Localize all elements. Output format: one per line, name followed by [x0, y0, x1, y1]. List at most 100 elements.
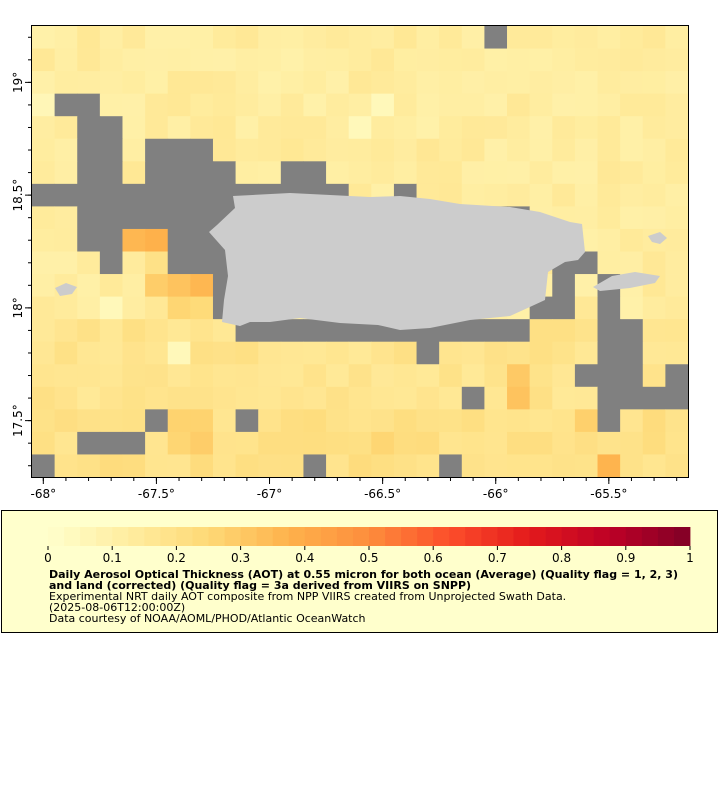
aot-cell [348, 319, 372, 343]
colorbar-swatch [144, 527, 161, 546]
aot-cell [280, 431, 304, 455]
aot-cell [642, 116, 666, 140]
aot-cell [190, 206, 214, 230]
aot-cell [145, 341, 169, 365]
aot-cell [122, 183, 146, 207]
aot-cell [484, 93, 508, 117]
aot-cell [552, 296, 576, 320]
aot-cell [642, 71, 666, 95]
aot-cell [145, 228, 169, 252]
aot-cell [258, 93, 282, 117]
colorbar-swatch [48, 527, 65, 546]
aot-cell [461, 386, 485, 410]
aot-cell [167, 161, 191, 185]
aot-cell [574, 251, 598, 275]
aot-cell [258, 409, 282, 433]
aot-cell [620, 26, 644, 49]
aot-cell [574, 341, 598, 365]
aot-cell [393, 71, 417, 95]
aot-cell [574, 26, 598, 49]
aot-cell [597, 161, 621, 185]
aot-cell [461, 161, 485, 185]
aot-cell [280, 26, 304, 49]
aot-cell [665, 364, 689, 388]
aot-cell [484, 386, 508, 410]
aot-cell [665, 454, 689, 478]
aot-cell [77, 251, 101, 275]
aot-cell [190, 251, 214, 275]
aot-cell [54, 319, 78, 343]
aot-cell [54, 116, 78, 140]
aot-cell [507, 386, 531, 410]
aot-cell [326, 116, 350, 140]
aot-cell [552, 183, 576, 207]
colorbar-swatch [256, 527, 274, 546]
aot-cell [167, 274, 191, 297]
y-tick-label: 18.5° [11, 179, 25, 212]
aot-cell [597, 364, 621, 388]
aot-cell [642, 431, 666, 455]
aot-cell [461, 26, 485, 49]
aot-cell [54, 71, 78, 95]
aot-cell [416, 386, 440, 410]
aot-cell [326, 341, 350, 365]
colorbar-swatch [240, 527, 258, 546]
aot-cell [167, 48, 191, 72]
x-tick-label: -68° [31, 487, 57, 501]
aot-cell [77, 228, 101, 252]
aot-cell [190, 161, 214, 185]
aot-cell [99, 364, 123, 388]
aot-cell [439, 431, 463, 455]
aot-cell [529, 26, 553, 49]
aot-cell [212, 183, 236, 207]
aot-cell [552, 454, 576, 478]
aot-cell [167, 206, 191, 230]
aot-cell [348, 409, 372, 433]
aot-cell [574, 431, 598, 455]
aot-cell [32, 228, 56, 252]
aot-cell [439, 138, 463, 162]
aot-cell [235, 26, 259, 49]
aot-cell [484, 138, 508, 162]
x-tick-label: -66° [483, 487, 509, 501]
aot-cell [484, 48, 508, 72]
aot-cell [665, 296, 689, 320]
aot-cell [326, 386, 350, 410]
aot-cell [258, 319, 282, 343]
aot-cell [303, 48, 327, 72]
aot-cell [393, 431, 417, 455]
aot-cell [552, 386, 576, 410]
aot-cell [258, 138, 282, 162]
aot-cell [303, 454, 327, 478]
aot-cell [348, 431, 372, 455]
aot-cell [32, 364, 56, 388]
aot-cell [439, 409, 463, 433]
aot-cell [77, 93, 101, 117]
colorbar-swatch [80, 527, 97, 546]
aot-cell [348, 138, 372, 162]
aot-cell [212, 93, 236, 117]
colorbar-swatch [609, 527, 627, 546]
aot-cell [348, 341, 372, 365]
aot-cell [439, 71, 463, 95]
aot-cell [416, 48, 440, 72]
aot-cell [597, 386, 621, 410]
aot-cell [620, 431, 644, 455]
aot-cell [122, 138, 146, 162]
aot-cell [620, 364, 644, 388]
aot-cell [122, 48, 146, 72]
aot-cell [597, 138, 621, 162]
aot-cell [32, 206, 56, 230]
aot-cell [484, 26, 508, 49]
aot-cell [552, 93, 576, 117]
aot-cell [529, 409, 553, 433]
aot-cell [642, 93, 666, 117]
aot-cell [574, 319, 598, 343]
aot-cell [507, 319, 531, 343]
aot-cell [371, 341, 395, 365]
aot-cell [303, 138, 327, 162]
aot-cell [461, 409, 485, 433]
legend-panel: 0 0.1 0.2 0.3 0.4 0.5 0.6 0.7 0.8 0.9 1 Daily Aero… [1, 510, 718, 633]
aot-cell [190, 319, 214, 343]
aot-cell [439, 116, 463, 140]
